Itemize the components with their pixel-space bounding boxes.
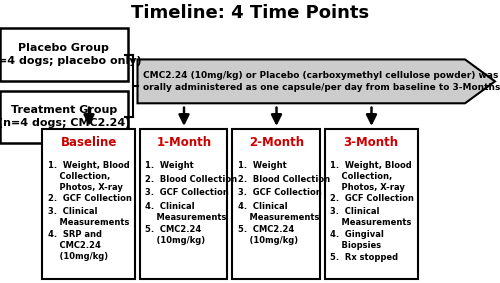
Text: 4.  Clinical
    Measurements: 4. Clinical Measurements	[238, 202, 319, 222]
Text: 3.  Clinical
    Measurements: 3. Clinical Measurements	[48, 207, 129, 227]
Text: 1.  Weight, Blood
    Collection,
    Photos, X-ray: 1. Weight, Blood Collection, Photos, X-r…	[330, 161, 412, 192]
Text: Placebo Group
(n=4 dogs; placebo only): Placebo Group (n=4 dogs; placebo only)	[0, 43, 142, 66]
Text: Baseline: Baseline	[60, 136, 117, 149]
Text: 4.  Clinical
    Measurements: 4. Clinical Measurements	[145, 202, 226, 222]
Text: 5.  CMC2.24
    (10mg/kg): 5. CMC2.24 (10mg/kg)	[238, 225, 298, 245]
Text: 3-Month: 3-Month	[344, 136, 399, 149]
Text: 3.  GCF Collection: 3. GCF Collection	[238, 188, 321, 198]
Text: 1.  Weight, Blood
    Collection,
    Photos, X-ray: 1. Weight, Blood Collection, Photos, X-r…	[48, 161, 129, 192]
Text: 2.  Blood Collection: 2. Blood Collection	[238, 175, 330, 184]
FancyBboxPatch shape	[0, 91, 128, 143]
Text: 1-Month: 1-Month	[156, 136, 212, 149]
Text: Treatment Group
(n=4 dogs; CMC2.24): Treatment Group (n=4 dogs; CMC2.24)	[0, 105, 130, 128]
Text: 2.  GCF Collection: 2. GCF Collection	[330, 194, 414, 203]
Text: 2.  Blood Collection: 2. Blood Collection	[145, 175, 237, 184]
Text: 5.  Rx stopped: 5. Rx stopped	[330, 253, 398, 262]
Text: 5.  CMC2.24
    (10mg/kg): 5. CMC2.24 (10mg/kg)	[145, 225, 205, 245]
FancyBboxPatch shape	[42, 129, 135, 279]
FancyBboxPatch shape	[232, 129, 320, 279]
Text: Timeline: 4 Time Points: Timeline: 4 Time Points	[131, 4, 369, 22]
Text: 1.  Weight: 1. Weight	[145, 161, 194, 170]
Text: CMC2.24 (10mg/kg) or Placebo (carboxymethyl cellulose powder) was
orally adminis: CMC2.24 (10mg/kg) or Placebo (carboxymet…	[142, 71, 500, 92]
Text: 4.  Gingival
    Biopsies: 4. Gingival Biopsies	[330, 230, 384, 250]
Text: 3.  GCF Collection: 3. GCF Collection	[145, 188, 229, 198]
FancyBboxPatch shape	[0, 28, 128, 81]
Text: 3.  Clinical
    Measurements: 3. Clinical Measurements	[330, 207, 411, 227]
Text: 4.  SRP and
    CMC2.24
    (10mg/kg): 4. SRP and CMC2.24 (10mg/kg)	[48, 230, 108, 261]
Text: 1.  Weight: 1. Weight	[238, 161, 286, 170]
Text: 2-Month: 2-Month	[248, 136, 304, 149]
FancyBboxPatch shape	[325, 129, 418, 279]
Text: 2.  GCF Collection: 2. GCF Collection	[48, 194, 132, 203]
FancyBboxPatch shape	[140, 129, 228, 279]
Polygon shape	[138, 59, 495, 103]
